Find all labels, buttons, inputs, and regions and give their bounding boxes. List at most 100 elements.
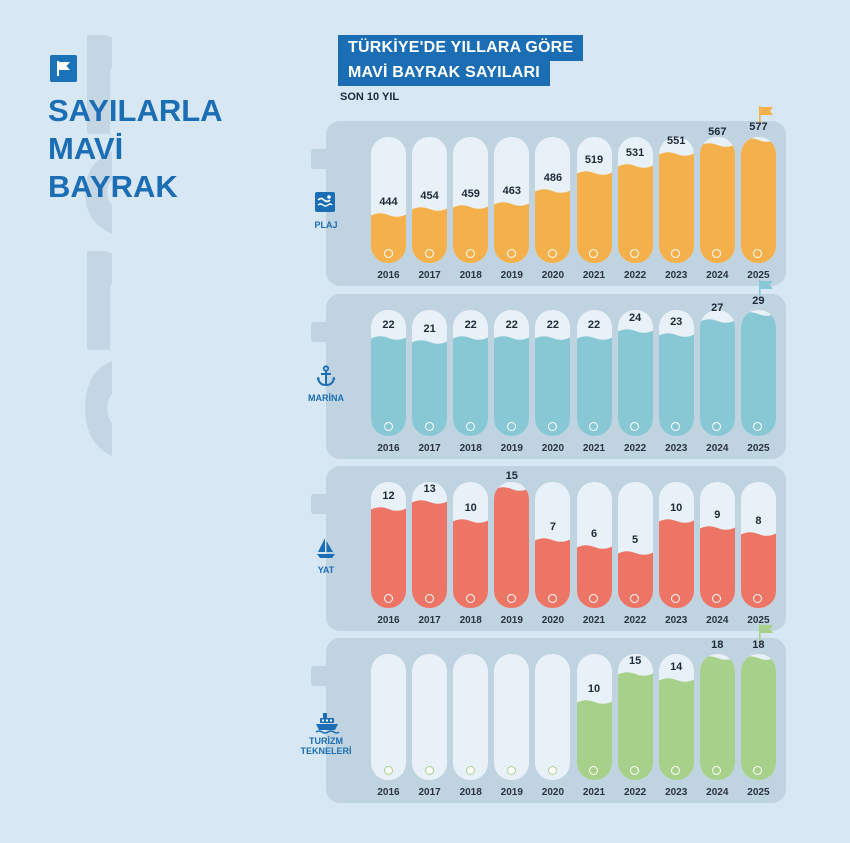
bar-track — [617, 654, 653, 780]
bar-track — [658, 137, 694, 263]
x-tick-label: 2018 — [459, 270, 482, 281]
bar-base-dot — [671, 422, 681, 431]
bar-base-dot — [712, 422, 722, 431]
bar-track — [494, 482, 530, 608]
x-tick-label: 2023 — [665, 443, 688, 454]
bar-track — [617, 482, 653, 608]
x-tick-label: 2022 — [623, 443, 647, 454]
bar-yat-2021: 6 — [576, 482, 612, 608]
data-label: 551 — [667, 135, 686, 148]
bar-track — [576, 654, 612, 780]
bar-base-dot — [753, 594, 763, 603]
bar-base-dot — [630, 766, 640, 775]
bar-track — [576, 310, 612, 436]
bar-fill — [453, 336, 489, 436]
data-label: 10 — [464, 502, 477, 515]
data-label: 22 — [587, 319, 601, 332]
panel-tab — [311, 149, 331, 169]
x-tick-label: 2019 — [500, 270, 523, 281]
bar-fill — [371, 336, 406, 436]
bar-fill — [617, 329, 653, 436]
bar-mari-na-2017: 21 — [412, 310, 448, 436]
chart-title-line-2: MAVİ BAYRAK SAYILARI — [338, 60, 550, 86]
bar-turi-zm-tekneleri-2023: 14 — [658, 654, 694, 780]
bar-turi-zm-tekneleri-2022: 15 — [617, 654, 653, 780]
data-label: 22 — [382, 319, 395, 332]
ship-icon — [314, 710, 340, 739]
x-tick-label: 2020 — [541, 615, 565, 626]
data-label: 444 — [379, 196, 398, 209]
data-label: 567 — [708, 126, 727, 139]
bar-yat-2018: 10 — [453, 482, 489, 608]
bar-fill — [576, 336, 612, 436]
headline-line-1: SAYILARLA — [48, 93, 223, 128]
bar-base-dot — [547, 594, 557, 603]
bar-fill — [494, 487, 530, 608]
bar-fill — [740, 137, 776, 263]
bar-plaj-2023: 551 — [658, 135, 694, 263]
bar-turi-zm-tekneleri-2024: 18 — [699, 639, 735, 780]
x-tick-label: 2023 — [665, 270, 688, 281]
bar-track — [453, 482, 489, 608]
data-label: 10 — [670, 502, 683, 515]
bar-fill — [658, 152, 694, 263]
flag-icon — [758, 623, 773, 642]
data-label: 7 — [549, 521, 556, 534]
bar-track — [699, 310, 735, 436]
x-tick-label: 2018 — [459, 615, 482, 626]
bar-plaj-2021: 519 — [576, 137, 612, 263]
data-label: 24 — [628, 312, 642, 325]
bar-mari-na-2016: 22 — [371, 310, 406, 436]
x-tick-label: 2020 — [541, 270, 565, 281]
bar-base-dot — [383, 249, 393, 258]
bar-track — [494, 137, 530, 263]
bar-fill — [699, 656, 735, 780]
x-tick-label: 2020 — [541, 443, 565, 454]
data-label: 13 — [423, 483, 436, 496]
bar-track — [453, 137, 489, 263]
bar-track — [412, 654, 448, 780]
x-tick-label: 2024 — [706, 787, 729, 798]
bar-plaj-2017: 454 — [412, 137, 448, 263]
x-tick-label: 2017 — [418, 443, 441, 454]
bar-fill — [617, 672, 653, 780]
bar-base-dot — [753, 766, 763, 775]
data-label: 8 — [755, 515, 762, 527]
bar-plaj-2020: 486 — [535, 137, 571, 263]
x-tick-label: 2021 — [582, 443, 606, 454]
bar-plaj-2019: 463 — [494, 137, 530, 263]
flag-icon — [758, 280, 773, 299]
bar-track — [699, 654, 735, 780]
flag-icon — [758, 105, 773, 124]
bar-fill — [699, 319, 735, 436]
bar-base-dot — [506, 594, 516, 603]
bar-yat-2025: 8 — [740, 482, 776, 608]
bar-fill — [576, 170, 612, 263]
bar-track — [740, 482, 776, 608]
x-tick-label: 2019 — [500, 787, 523, 798]
data-label: 459 — [461, 187, 480, 200]
bar-track — [658, 310, 694, 436]
x-tick-label: 2019 — [500, 615, 523, 626]
data-label: 27 — [711, 302, 724, 315]
bar-yat-2024: 9 — [699, 482, 735, 608]
data-label: 18 — [752, 638, 765, 651]
bar-base-dot — [465, 766, 475, 775]
bar-base-dot — [465, 249, 475, 258]
data-label: 22 — [464, 319, 477, 332]
data-label: 454 — [420, 190, 439, 203]
bar-turi-zm-tekneleri-2018 — [453, 654, 489, 780]
data-label: 531 — [625, 146, 645, 159]
chart-title: TÜRKİYE'DE YILLARA GÖRE — [338, 35, 584, 61]
bar-track — [535, 310, 571, 436]
bar-base-dot — [547, 249, 557, 258]
bar-base-dot — [753, 249, 763, 258]
bar-fill — [740, 312, 776, 436]
panel-tab — [311, 322, 331, 342]
x-tick-label: 2016 — [377, 615, 400, 626]
x-tick-label: 2022 — [623, 615, 647, 626]
bar-track — [371, 310, 406, 436]
bar-track — [371, 654, 406, 780]
bar-turi-zm-tekneleri-2025: 18 — [740, 639, 776, 780]
